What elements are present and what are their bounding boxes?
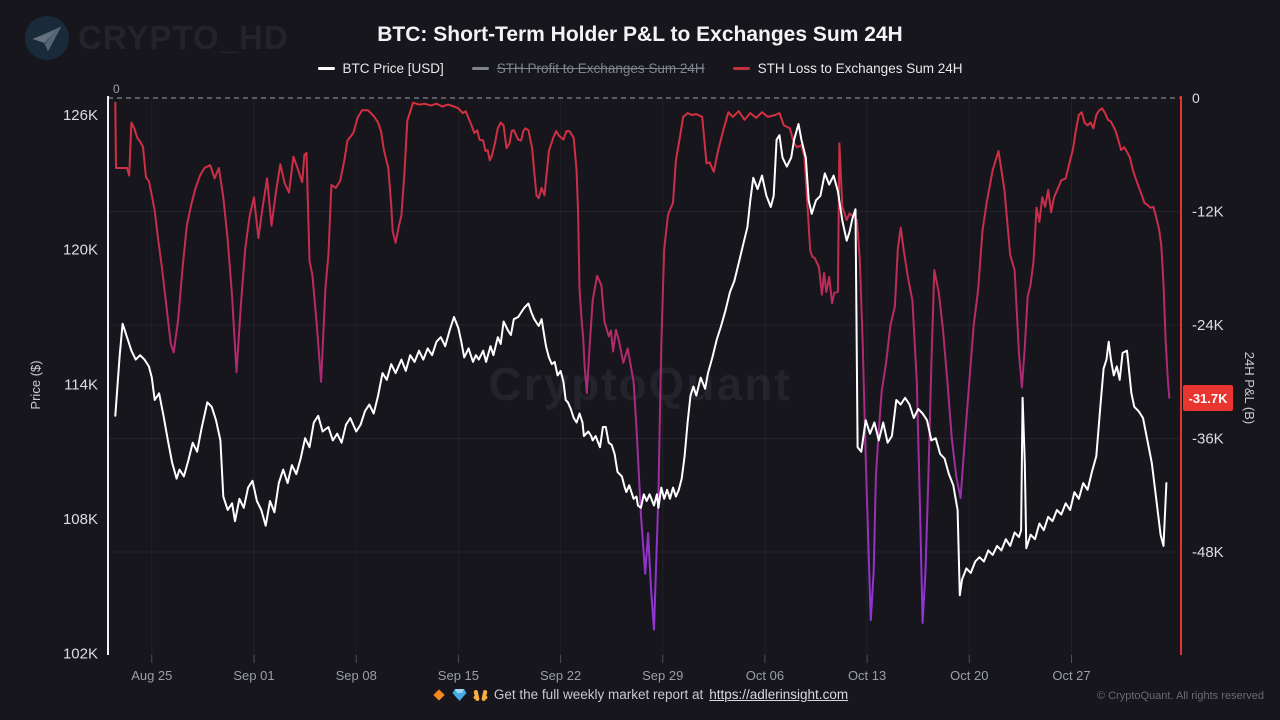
channel-logo: CRYPTO_HD: [24, 15, 289, 61]
left-axis-tick-label: 102K: [63, 646, 98, 663]
legend-label: BTC Price [USD]: [342, 61, 444, 76]
zero-line-left-label: 0: [113, 82, 120, 96]
legend-swatch: [471, 67, 489, 70]
copyright-text: © CryptoQuant. All rights reserved: [1096, 690, 1264, 702]
x-tick-label: Aug 25: [131, 668, 172, 683]
x-tick-label: Sep 29: [642, 668, 683, 683]
left-axis-tick-label: 120K: [63, 242, 98, 259]
left-axis-tick-label: 114K: [64, 376, 98, 393]
legend-item-2[interactable]: STH Loss to Exchanges Sum 24H: [732, 61, 963, 76]
raised-hands-icon: [473, 689, 488, 701]
x-tick-label: Oct 27: [1052, 668, 1090, 683]
current-value-label: -31.7K: [1188, 391, 1228, 406]
x-tick-label: Oct 20: [950, 668, 988, 683]
right-axis-tick-label: -36K: [1192, 431, 1224, 448]
x-tick-label: Sep 08: [336, 668, 377, 683]
x-tick-label: Sep 01: [233, 668, 274, 683]
promo-banner: Get the full weekly market report at htt…: [0, 687, 1280, 702]
chart-legend: BTC Price [USD] STH Profit to Exchanges S…: [0, 61, 1280, 76]
right-axis-tick-label: -48K: [1192, 544, 1224, 561]
blue-gem-icon: [452, 688, 467, 701]
telegram-icon: [24, 15, 70, 61]
x-tick-label: Oct 06: [746, 668, 784, 683]
legend-item-1[interactable]: STH Profit to Exchanges Sum 24H: [471, 61, 705, 76]
promo-link[interactable]: https://adlerinsight.com: [709, 687, 849, 702]
logo-text: CRYPTO_HD: [78, 19, 289, 56]
left-axis-title: Price ($): [28, 360, 43, 409]
legend-swatch: [317, 67, 335, 70]
current-value-badge: -31.7K: [1183, 385, 1233, 411]
right-axis-title: 24H P&L (B): [1242, 352, 1257, 425]
orange-diamond-icon: [433, 688, 445, 701]
x-tick-label: Sep 15: [438, 668, 479, 683]
x-tick-label: Oct 13: [848, 668, 886, 683]
series-sth-loss: [114, 101, 1171, 631]
chart-title: BTC: Short-Term Holder P&L to Exchanges …: [377, 23, 903, 46]
watermark: CryptoQuant: [488, 358, 791, 410]
series-btc-price: [114, 123, 1168, 597]
legend-item-0[interactable]: BTC Price [USD]: [317, 61, 444, 76]
left-axis-tick-label: 108K: [63, 511, 98, 528]
legend-swatch: [732, 67, 750, 70]
x-tick-label: Sep 22: [540, 668, 581, 683]
right-axis-tick-label: -12K: [1192, 204, 1224, 221]
legend-label: STH Profit to Exchanges Sum 24H: [496, 61, 705, 76]
right-axis-tick-label: -24K: [1192, 317, 1224, 334]
zero-line-right-label: 0: [1192, 90, 1200, 106]
legend-label: STH Loss to Exchanges Sum 24H: [757, 61, 963, 76]
promo-text: Get the full weekly market report at: [493, 687, 704, 702]
left-axis-tick-label: 126K: [63, 107, 98, 124]
